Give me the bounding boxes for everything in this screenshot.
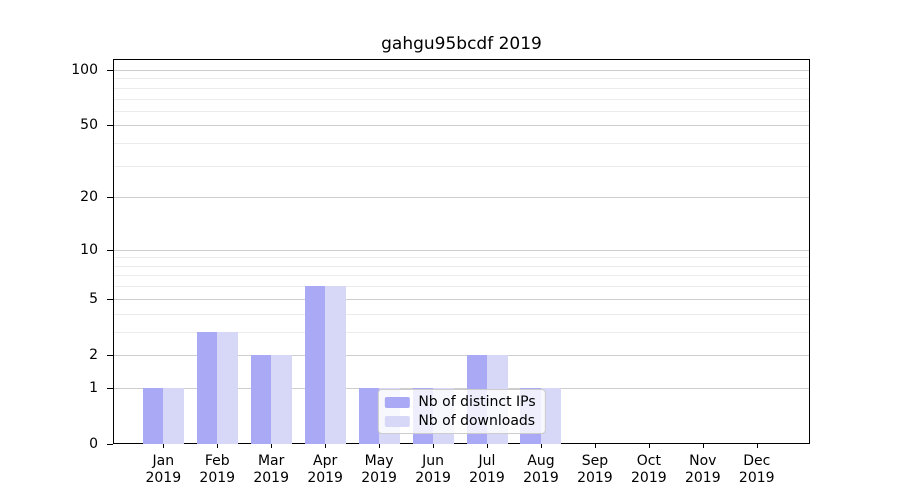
gridline-y-5 [114,298,809,300]
x-tick-label-feb: Feb 2019 [199,453,236,486]
bar-downloads-aug [540,387,562,444]
y-tick-label-5: 5 [89,290,98,307]
gridline-y-8 [114,265,809,267]
y-tick-label-10: 10 [80,241,98,258]
legend-swatch-downloads-icon [384,415,410,427]
bar-downloads-apr [325,286,346,444]
x-tick-label-sep: Sep 2019 [577,453,613,486]
gridline-y-90 [114,78,809,80]
x-tick-dec [756,444,758,448]
gridline-y-1 [114,387,809,389]
y-tick-2 [107,354,113,356]
x-tick-feb [217,444,219,448]
y-tick-5 [107,298,113,300]
y-tick-10 [107,249,113,251]
gridline-y-50 [114,125,809,127]
bar-distinct-ips-mar [250,354,272,444]
gridline-y-7 [114,275,809,277]
bar-downloads-mar [271,354,292,444]
gridline-y-40 [114,143,809,145]
legend-entry-downloads: Nb of downloads [384,413,535,429]
y-tick-label-20: 20 [80,189,98,206]
bar-downloads-jan [163,387,184,444]
gridline-y-100 [114,70,809,71]
gridline-y-2 [114,354,809,356]
legend-label-distinct-ips: Nb of distinct IPs [418,394,536,410]
y-tick-50 [107,125,113,127]
chart-title: gahgu95bcdf 2019 [381,34,542,54]
y-tick-label-0: 0 [89,436,98,452]
gridline-y-30 [114,165,809,167]
x-tick-oct [648,444,650,448]
bar-distinct-ips-may [358,387,380,444]
legend-swatch-distinct-ips-icon [384,396,410,408]
bar-distinct-ips-jan [142,387,164,444]
gridline-y-70 [114,98,809,100]
legend: Nb of distinct IPs Nb of downloads [377,389,546,434]
x-tick-label-jun: Jun 2019 [415,453,451,486]
x-tick-label-mar: Mar 2019 [253,453,289,486]
gridline-y-80 [114,87,809,89]
x-tick-jul [487,444,488,448]
gridline-y-6 [114,286,809,288]
gridline-y-4 [114,313,809,315]
x-tick-may [379,444,381,448]
y-tick-label-2: 2 [89,346,98,363]
x-tick-jan [163,444,165,448]
x-tick-label-jan: Jan 2019 [145,453,182,486]
x-tick-sep [594,444,596,448]
gridline-y-60 [114,110,809,112]
x-tick-label-dec: Dec 2019 [738,453,775,486]
bar-downloads-feb [217,331,238,444]
y-tick-1 [107,387,113,389]
legend-label-downloads: Nb of downloads [418,413,536,429]
bar-distinct-ips-feb [196,331,218,444]
y-tick-100 [107,70,113,71]
y-tick-label-100: 100 [71,62,98,78]
x-tick-label-oct: Oct 2019 [631,453,667,486]
gridline-y-9 [114,257,809,259]
legend-entry-distinct-ips: Nb of distinct IPs [384,394,536,410]
x-tick-nov [702,444,704,448]
x-tick-mar [271,444,273,448]
y-tick-0 [107,444,113,445]
x-tick-apr [325,444,327,448]
gridline-y-20 [114,197,809,199]
y-tick-20 [107,197,113,199]
x-tick-label-may: May 2019 [361,453,397,486]
gridline-y-10 [114,249,809,251]
x-tick-aug [540,444,542,448]
x-tick-label-aug: Aug 2019 [523,453,559,486]
plot-area: Nb of distinct IPs Nb of downloads [113,59,810,444]
x-tick-label-nov: Nov 2019 [684,453,721,486]
y-tick-label-1: 1 [89,379,98,396]
x-tick-label-apr: Apr 2019 [307,453,343,486]
x-tick-jun [433,444,435,448]
y-tick-label-50: 50 [80,117,98,134]
x-tick-label-jul: Jul 2019 [469,453,505,486]
bar-distinct-ips-apr [304,286,326,444]
gridline-y-3 [114,331,809,333]
